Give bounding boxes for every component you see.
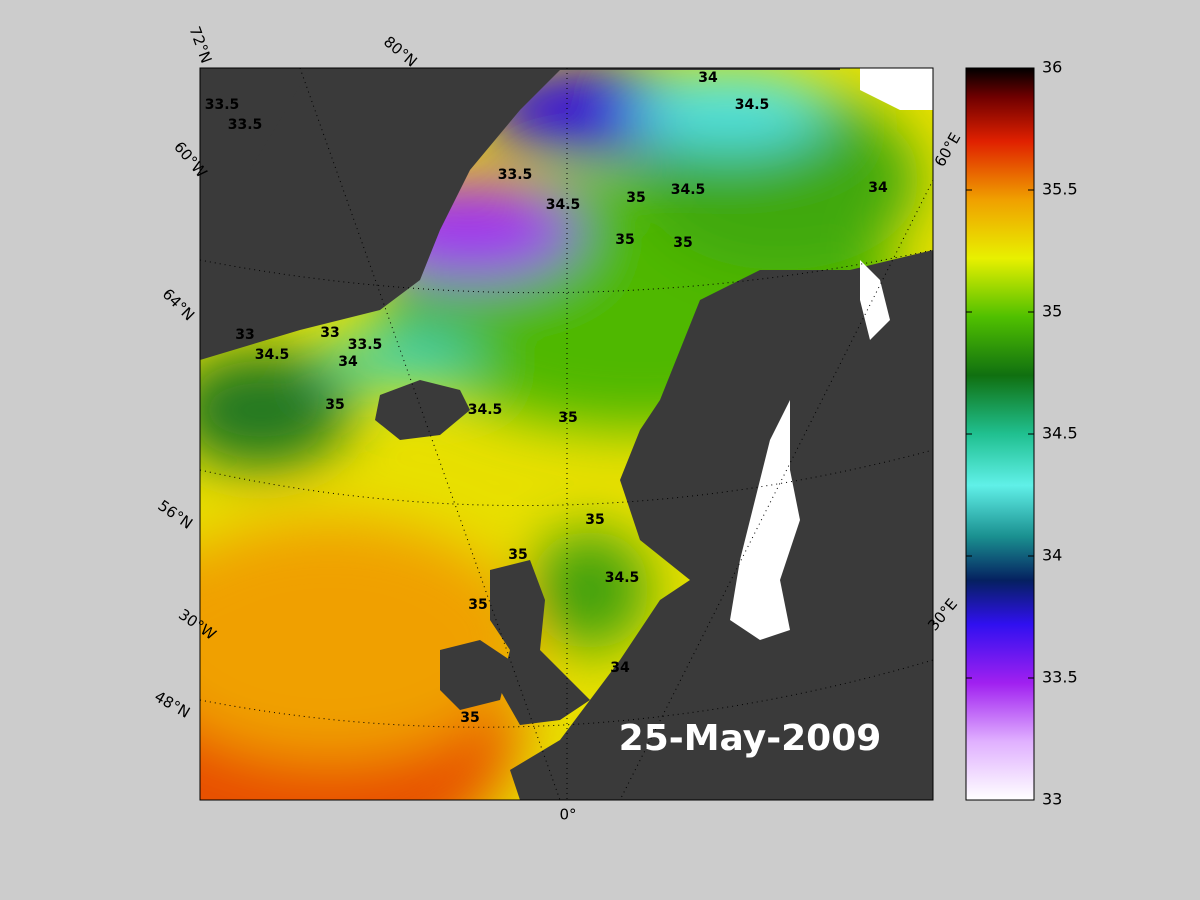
contour-label: 34.5 [605,570,640,586]
contour-label: 33 [320,325,339,341]
contour-label: 35 [585,512,604,528]
contour-label: 34.5 [735,97,770,113]
contour-label: 35 [460,710,479,726]
contour-label: 35 [508,547,527,563]
colorbar-tick-label: 35.5 [1042,180,1078,199]
colorbar-tick-label: 34 [1042,546,1062,565]
colorbar [965,67,1035,801]
contour-label: 35 [558,410,577,426]
contour-label: 33.5 [498,167,533,183]
contour-label: 33.5 [205,97,240,113]
contour-label: 34.5 [255,347,290,363]
colorbar-tick-label: 35 [1042,302,1062,321]
date-label: 25-May-2009 [619,718,882,759]
graticule-label: 72°N [186,24,216,66]
contour-label: 35 [468,597,487,613]
graticule-label: 56°N [155,496,196,532]
contour-label: 35 [615,232,634,248]
contour-label: 35 [673,235,692,251]
contour-label: 35 [325,397,344,413]
colorbar-tick-label: 36 [1042,58,1062,77]
colorbar-tick-label: 33 [1042,790,1062,809]
contour-label: 34.5 [468,402,503,418]
graticule-label: 60°E [931,130,965,170]
contour-label: 34 [698,70,718,86]
colorbar-ticks: 33 33.5 34 34.5 35 35.5 36 [966,58,1078,809]
contour-label: 33.5 [348,337,383,353]
contour-label: 34 [610,660,630,676]
graticule-label: 80°N [380,33,421,71]
colorbar-tick-label: 34.5 [1042,424,1078,443]
contour-label: 34.5 [546,197,581,213]
contour-label: 33.5 [228,117,263,133]
contour-label: 34 [868,180,888,196]
contour-label: 35 [626,190,645,206]
map-frame [199,67,934,801]
graticule-label: 64°N [159,285,198,324]
graticule-label: 48°N [151,687,193,721]
colorbar-tick-label: 33.5 [1042,668,1078,687]
contour-label: 33 [235,327,254,343]
contour-label: 34 [338,354,358,370]
contour-label: 34.5 [671,182,706,198]
graticule-label: 0° [559,806,576,824]
